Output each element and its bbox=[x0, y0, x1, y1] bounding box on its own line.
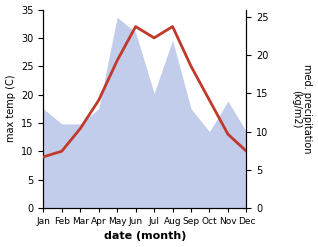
Y-axis label: max temp (C): max temp (C) bbox=[5, 75, 16, 143]
Y-axis label: med. precipitation
(kg/m2): med. precipitation (kg/m2) bbox=[291, 64, 313, 153]
X-axis label: date (month): date (month) bbox=[104, 231, 186, 242]
